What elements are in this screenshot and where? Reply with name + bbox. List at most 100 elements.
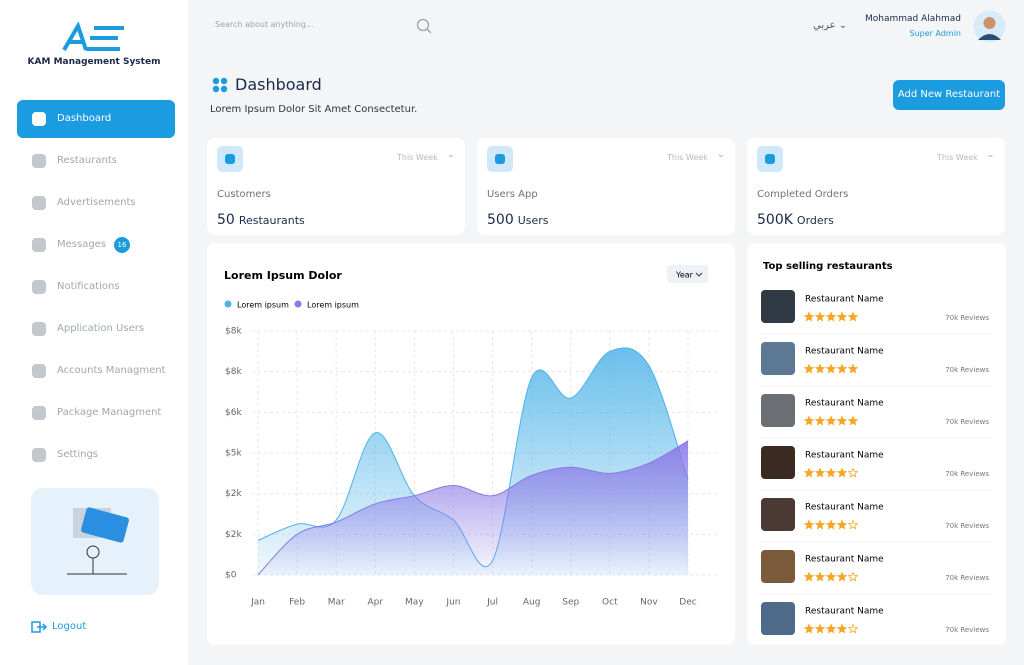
brand: KAM Management System xyxy=(27,57,161,67)
rating-star xyxy=(825,363,837,374)
x-tick-label: Jul xyxy=(486,598,498,608)
menu-icon xyxy=(32,280,46,294)
stat-chevron: ⌄ xyxy=(447,150,455,160)
avatar[interactable] xyxy=(973,10,1006,43)
x-tick-label: Jan xyxy=(250,598,265,608)
page-subtitle: Lorem Ipsum Dolor Sit Amet Consectetur. xyxy=(210,104,418,115)
series-area xyxy=(258,440,688,575)
stat-label: Users App xyxy=(487,189,538,200)
rating-star xyxy=(847,519,859,530)
rating-star xyxy=(803,415,815,426)
year-filter[interactable] xyxy=(667,265,708,283)
menu-item[interactable]: Settings xyxy=(17,436,175,474)
rating-star xyxy=(803,623,815,634)
menu-icon xyxy=(32,112,46,126)
menu-label: Accounts Managment xyxy=(57,365,166,376)
logout[interactable]: Logout xyxy=(52,621,87,632)
language-label: عربي xyxy=(813,20,836,31)
stat-icon-glyph xyxy=(225,154,235,164)
restaurant-reviews: 70k Reviews xyxy=(945,366,989,374)
menu-item[interactable]: Dashboard xyxy=(17,100,175,138)
x-tick-label: May xyxy=(405,598,424,608)
legend-label: Lorem ipsum xyxy=(307,301,359,310)
user-role: Super Admin xyxy=(909,29,961,38)
menu-badge: 16 xyxy=(114,237,130,253)
x-tick-label: Oct xyxy=(602,598,618,608)
illustration xyxy=(31,488,159,595)
rating-star xyxy=(847,571,859,582)
rating-star xyxy=(847,363,859,374)
y-tick-label: $0 xyxy=(225,571,237,581)
menu-item[interactable]: Accounts Managment xyxy=(17,352,175,390)
series-line xyxy=(257,440,689,576)
chart-title: Lorem Ipsum Dolor xyxy=(224,269,342,282)
rating-star xyxy=(814,519,826,530)
legend-dot xyxy=(294,300,302,308)
stat-value-line: 50 Restaurants xyxy=(217,209,305,228)
x-tick-label: Jun xyxy=(445,598,460,608)
rating-star xyxy=(847,311,859,322)
menu-label: Package Managment xyxy=(57,407,162,418)
rating-star xyxy=(847,415,859,426)
x-tick-label: Aug xyxy=(523,598,541,608)
rating-star xyxy=(836,311,848,322)
rating-star xyxy=(847,623,859,634)
language[interactable]: عربي ⌄ xyxy=(813,20,848,31)
menu-item[interactable]: Restaurants xyxy=(17,142,175,180)
menu-label: Advertisements xyxy=(57,197,136,208)
stat-card: This Week ⌄ Customers 50 Restaurants xyxy=(207,138,465,235)
rating-star xyxy=(825,467,837,478)
rating-star xyxy=(814,363,826,374)
restaurant-reviews: 70k Reviews xyxy=(945,626,989,634)
stat-card: This Week ⌄ Completed Orders 500K Orders xyxy=(747,138,1005,235)
restaurant-reviews: 70k Reviews xyxy=(945,314,989,322)
restaurant-reviews: 70k Reviews xyxy=(945,574,989,582)
stat-label: Completed Orders xyxy=(757,189,849,200)
menu-item[interactable]: Messages 16 xyxy=(17,226,175,264)
menu-item[interactable]: Application Users xyxy=(17,310,175,348)
stat-period[interactable]: This Week xyxy=(937,153,978,162)
y-tick-label: $6k xyxy=(225,408,242,418)
stat-period[interactable]: This Week xyxy=(667,153,708,162)
add-restaurant-button[interactable]: Add New Restaurant xyxy=(893,80,1005,110)
x-tick-label: Sep xyxy=(562,598,579,608)
stat-value-line: 500K Orders xyxy=(757,209,834,228)
rating-star xyxy=(836,519,848,530)
restaurant-reviews: 70k Reviews xyxy=(945,470,989,478)
menu-item[interactable]: Advertisements xyxy=(17,184,175,222)
search-placeholder: Search about anything... xyxy=(215,20,314,29)
logo xyxy=(62,22,124,52)
restaurant-name: Restaurant Name xyxy=(805,607,884,617)
rating-star xyxy=(814,415,826,426)
menu-label: Dashboard xyxy=(57,113,112,124)
restaurant-reviews: 70k Reviews xyxy=(945,418,989,426)
menu-item[interactable]: Package Managment xyxy=(17,394,175,432)
rating-star xyxy=(836,415,848,426)
stat-period[interactable]: This Week xyxy=(397,153,438,162)
x-tick-label: Nov xyxy=(640,598,658,608)
x-tick-label: Feb xyxy=(289,598,305,608)
stat-value: 50 xyxy=(217,212,235,228)
rating-star xyxy=(836,623,848,634)
menu-item[interactable]: Notifications xyxy=(17,268,175,306)
rating-star xyxy=(825,623,837,634)
y-tick-label: $2k xyxy=(225,530,242,540)
y-tick-label: $8k xyxy=(225,327,242,337)
restaurant-thumbnail xyxy=(761,394,795,427)
restaurant-reviews: 70k Reviews xyxy=(945,522,989,530)
stat-icon-glyph xyxy=(765,154,775,164)
stat-unit: Users xyxy=(517,214,549,227)
menu-label: Application Users xyxy=(57,323,145,334)
menu-icon xyxy=(32,406,46,420)
search[interactable]: Search about anything... xyxy=(207,11,450,41)
menu-icon xyxy=(32,364,46,378)
rating-star xyxy=(814,467,826,478)
rating-star xyxy=(825,311,837,322)
y-tick-label: $8k xyxy=(225,367,242,377)
stat-chevron: ⌄ xyxy=(717,150,725,160)
menu-icon xyxy=(32,238,46,252)
rating-star xyxy=(803,519,815,530)
restaurant-thumbnail xyxy=(761,342,795,375)
